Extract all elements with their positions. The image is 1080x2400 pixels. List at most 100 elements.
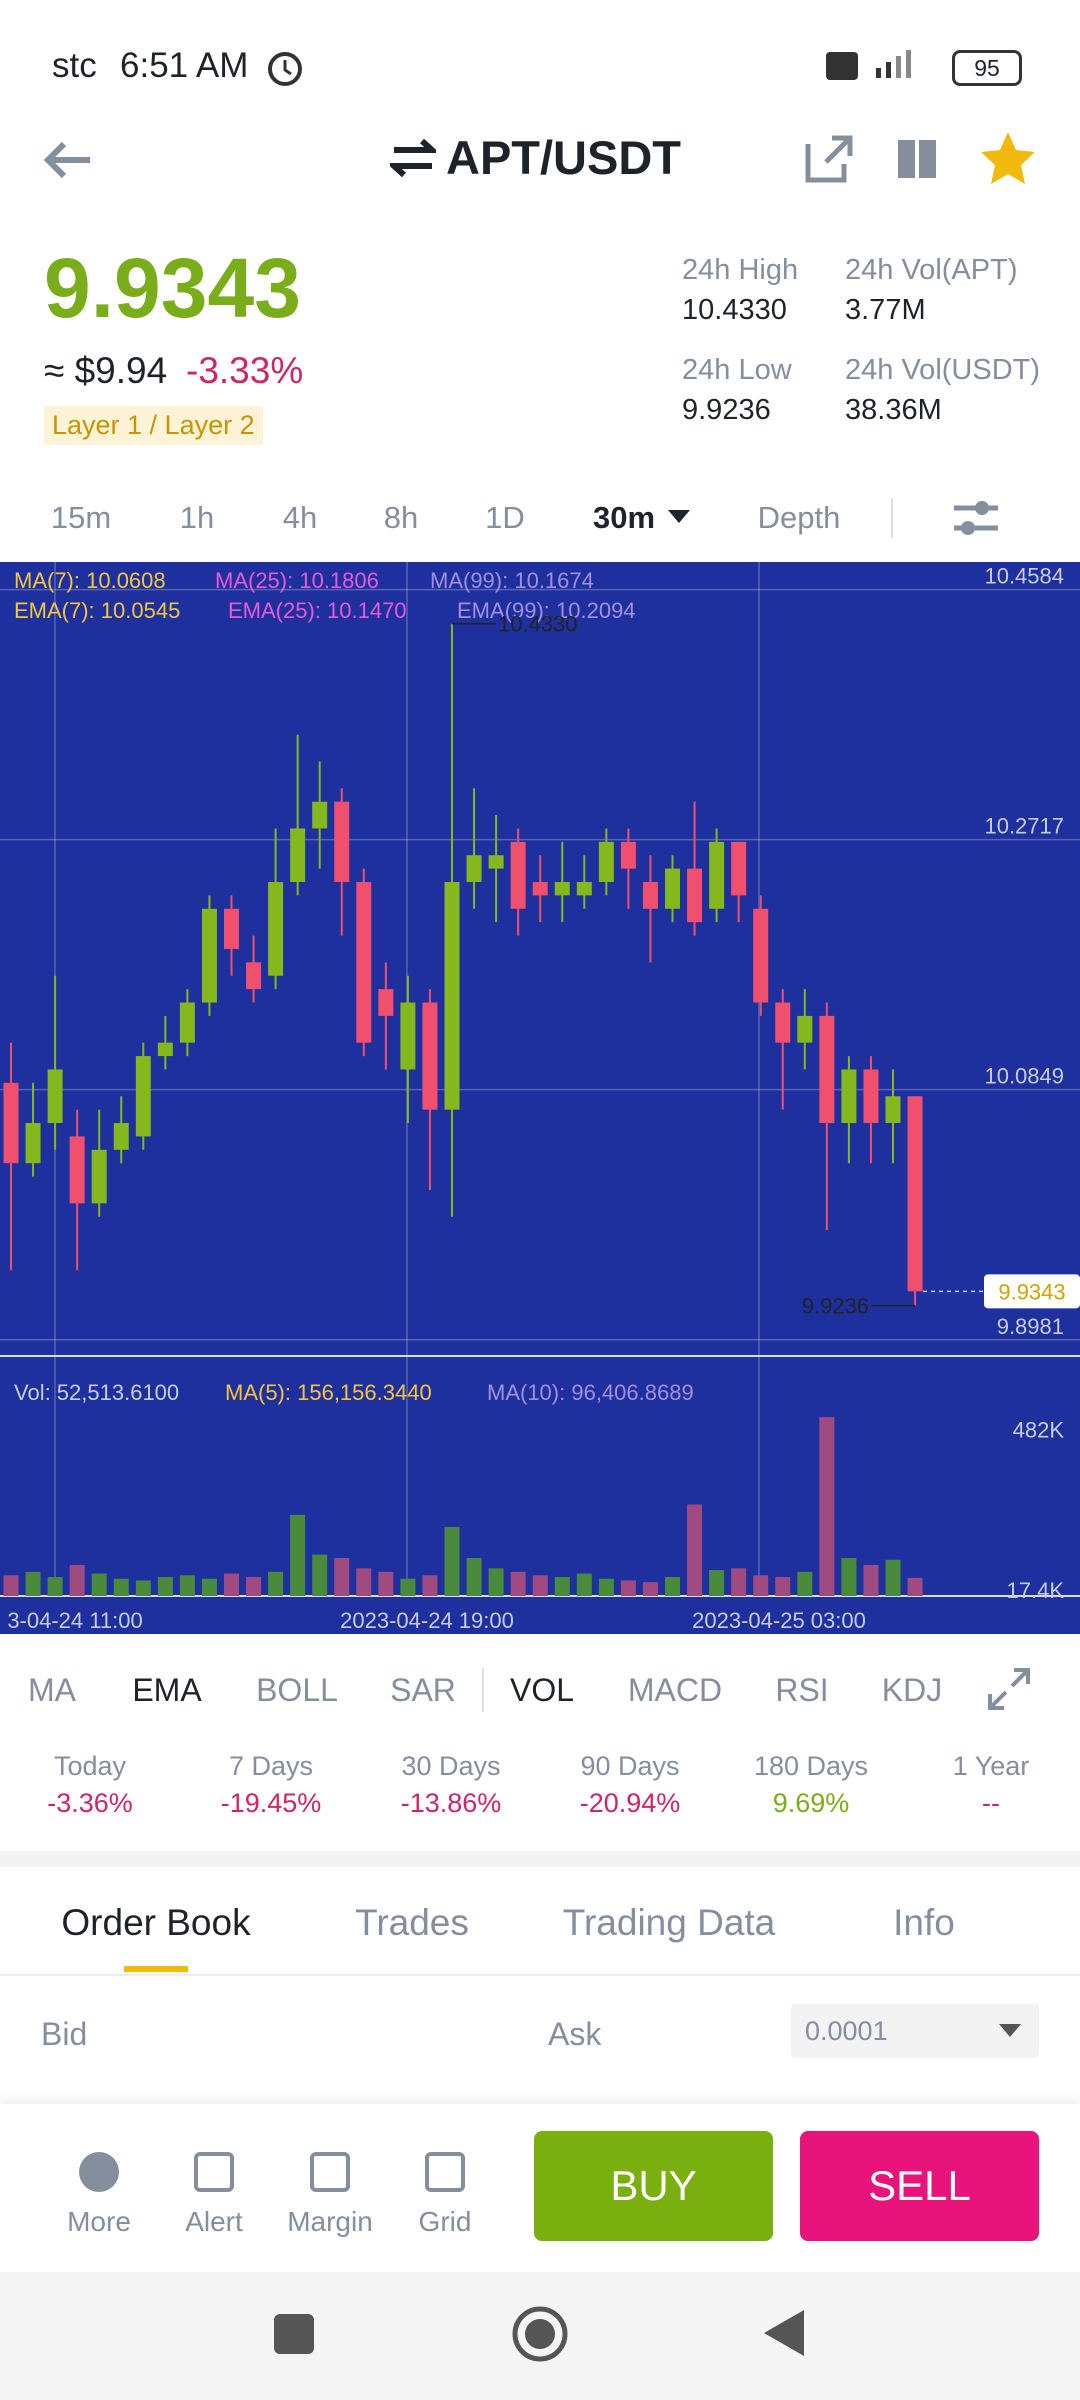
vol-legend: Vol: 52,513.6100 [14,1380,179,1405]
candle-body [665,868,680,909]
volume-bar [444,1526,460,1596]
interval-tab[interactable]: 1h [179,500,215,535]
volume-bar [356,1568,372,1596]
indicator-tab[interactable]: RSI [775,1672,829,1708]
nav-back[interactable] [762,2308,806,2358]
indicator-tab[interactable]: EMA [132,1672,202,1708]
settings-icon[interactable] [952,496,1000,540]
candle-body [69,1136,85,1204]
time-label: 2023-04-25 03:00 [692,1608,866,1633]
volume-bar [334,1558,350,1596]
tab-indicator [124,1966,188,1972]
candle-body [224,908,239,949]
last-price: 9.9343 [44,241,301,335]
interval-tab[interactable]: 8h [383,500,419,535]
y-tick-label: 10.0849 [984,1064,1064,1089]
candle-body [179,1002,195,1043]
share-icon[interactable] [804,134,854,184]
bid-header: Bid [41,2016,88,2052]
precision-select[interactable]: 0.0001 [791,2004,1039,2058]
period-label: 1 Year [952,1751,1030,1781]
stat-value: 3.77M [845,294,926,326]
interval-tab[interactable]: 4h [282,500,318,535]
pair-title[interactable]: APT/USDT [446,131,681,184]
item-icon [425,2152,465,2192]
swap-icon[interactable] [390,138,436,178]
volume-bar [620,1580,636,1596]
low-label: 9.9236 [802,1294,869,1319]
stat-value: 10.4330 [682,294,787,326]
vol-tick-label: 482K [1013,1418,1065,1443]
interval-tab[interactable]: Depth [757,500,841,535]
candle-body [488,855,504,869]
candle-body [687,868,703,923]
section-tab[interactable]: Trading Data [562,1902,776,1943]
candle-body [532,882,548,896]
period-label: 30 Days [401,1751,501,1781]
indicator-tab[interactable]: MA [28,1672,76,1708]
dropdown-caret [999,2024,1021,2037]
separator [0,1851,1080,1867]
candlestick-chart[interactable]: 3-04-24 11:00 2023-04-24 19:00 2023-04-25 … [0,562,1080,1634]
candle-body [642,882,658,909]
volume-bar [510,1571,526,1596]
item-label[interactable]: Grid [418,2206,472,2237]
candle-body [378,989,394,1016]
volume-bar [885,1559,901,1596]
nav-home[interactable] [510,2304,570,2364]
stat-label: 24h Low [682,354,792,386]
nav-recent[interactable] [272,2312,316,2356]
section-tab[interactable]: Trades [355,1902,469,1943]
candle-body [422,1002,438,1110]
candle-body [157,1042,173,1057]
indicator-tab[interactable]: MACD [627,1672,723,1708]
vol-legend: MA(5): 156,156.3440 [225,1380,432,1405]
indicator-tab[interactable]: BOLL [256,1672,338,1708]
volume-bar [47,1577,63,1596]
sector-tag[interactable]: Layer 1 / Layer 2 [44,406,263,445]
precision-value: 0.0001 [805,2016,888,2046]
favorite-star[interactable] [980,130,1036,184]
stat-label: 24h High [682,254,799,286]
candle-body [47,1069,63,1124]
fullscreen-icon[interactable] [986,1666,1032,1712]
interval-tab[interactable]: 30m [592,500,656,535]
item-label[interactable]: Margin [287,2206,373,2237]
volume-bar [422,1575,438,1596]
volume-bar [179,1575,195,1596]
indicator-tab[interactable]: VOL [509,1672,575,1708]
high-label: 10.4330 [498,612,578,637]
candle-body [731,841,747,896]
section-tab[interactable]: Order Book [61,1902,251,1943]
item-icon [310,2152,350,2192]
volume-bar [819,1417,835,1596]
layout-icon[interactable] [894,132,940,186]
candle-body [268,882,284,976]
ma-legend: EMA(99): 10.2094 [457,598,636,623]
indicator-tab[interactable]: SAR [390,1672,456,1708]
item-label[interactable]: More [67,2206,131,2237]
volume-bar [863,1564,879,1596]
back-button[interactable] [40,136,94,184]
stat-label: 24h Vol(APT) [845,254,1018,286]
period-change: -- [982,1788,1000,1818]
sell-button[interactable]: SELL [800,2131,1039,2241]
volume-bar [3,1575,19,1596]
candle-body [91,1149,107,1204]
section-tab[interactable]: Info [893,1902,955,1943]
ask-header: Ask [548,2016,602,2052]
period-change: 9.69% [772,1788,850,1818]
period-change: -13.86% [400,1788,502,1818]
indicator-tab[interactable]: KDJ [881,1672,943,1708]
volume-bar [69,1564,85,1596]
item-label[interactable]: Alert [185,2206,243,2237]
interval-tab[interactable]: 15m [50,500,112,535]
alarm-icon [268,52,302,86]
period-change: -19.45% [220,1788,322,1818]
candle-body [3,1082,19,1164]
interval-tab[interactable]: 1D [485,500,525,535]
volume-bar [25,1571,41,1596]
buy-button[interactable]: BUY [534,2131,773,2241]
candle-body [885,1096,901,1124]
